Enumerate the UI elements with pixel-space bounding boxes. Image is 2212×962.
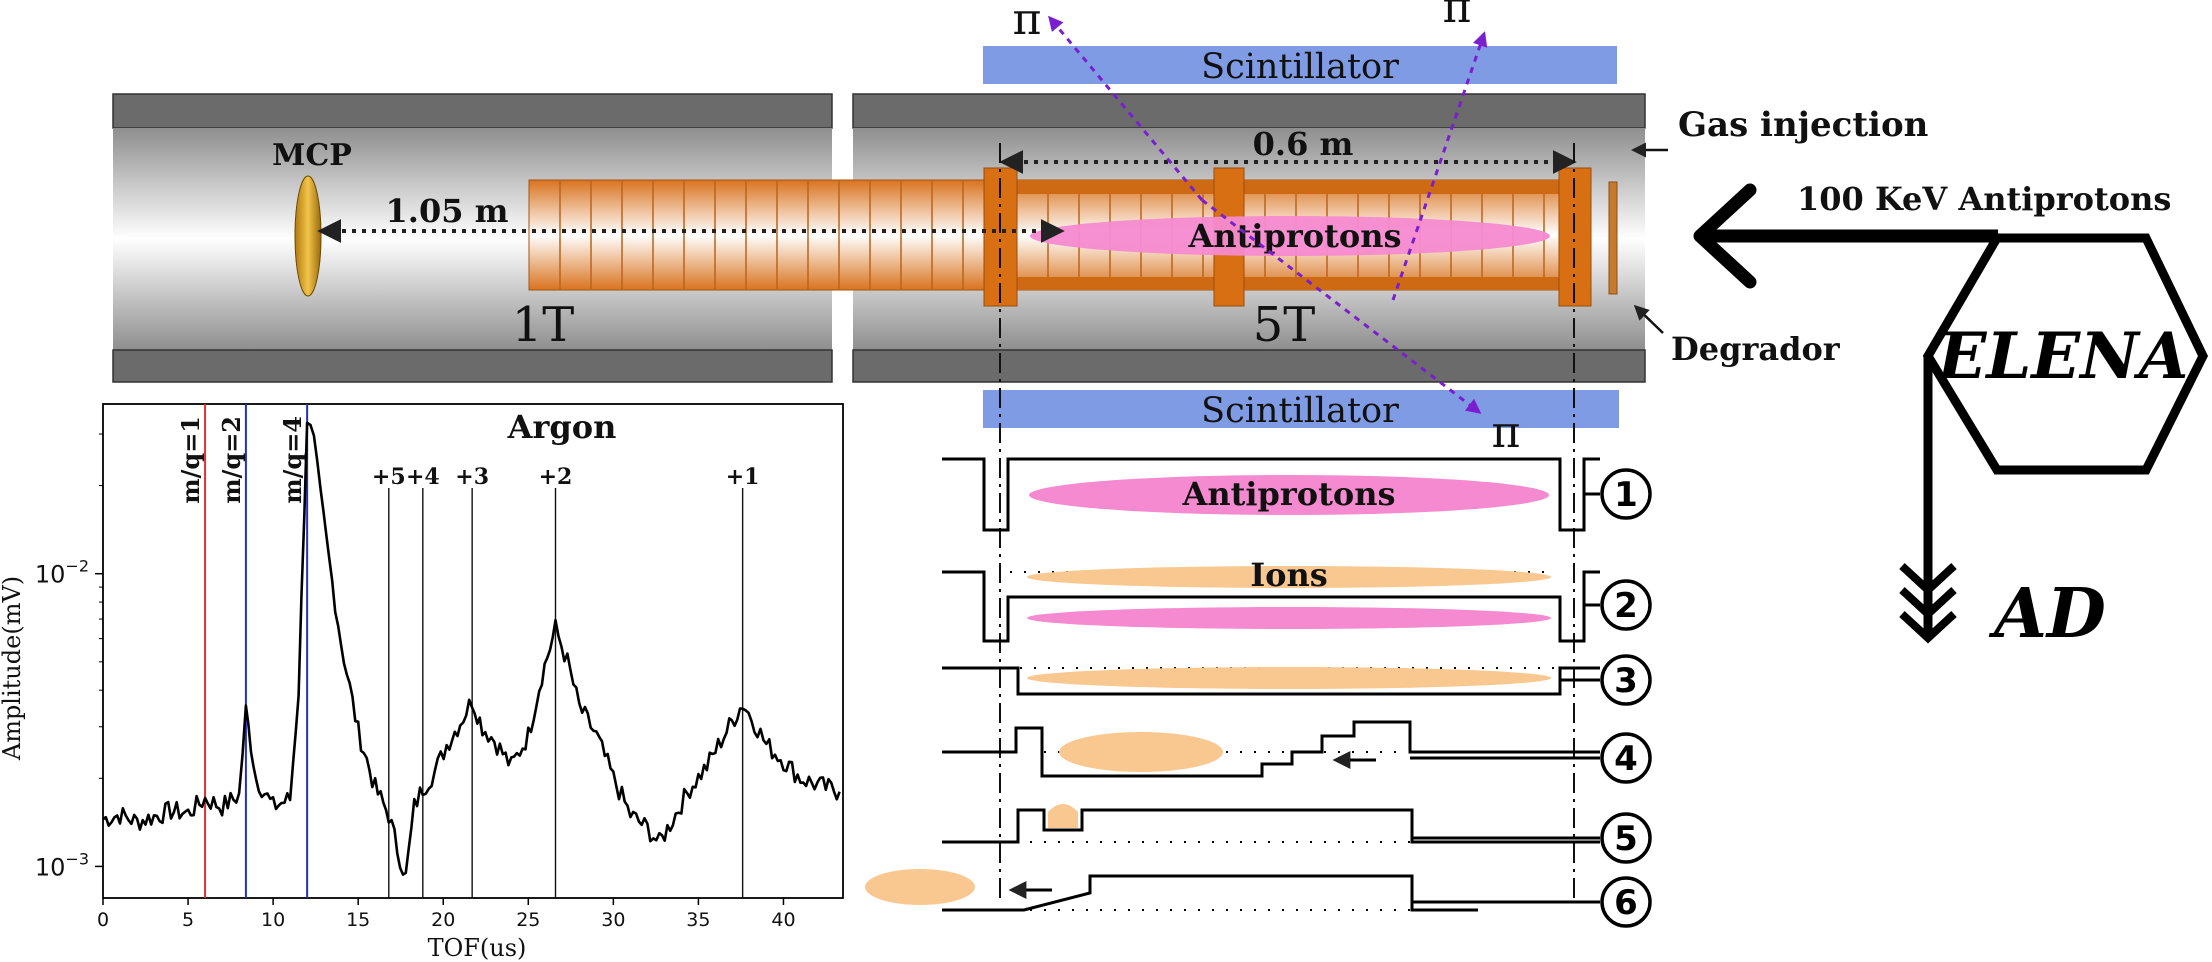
- degrador-foil: [1608, 181, 1618, 295]
- gas-injection-label: Gas injection: [1678, 105, 1928, 145]
- step-badge: [1600, 468, 1652, 520]
- step2-ion-cloud: [1027, 566, 1551, 588]
- x-tick-label: 10: [261, 909, 285, 931]
- scintillator-bottom-label: Scintillator: [1201, 391, 1399, 431]
- mcp-detector: [294, 175, 322, 297]
- step-badge: [1600, 876, 1652, 928]
- apparatus: Scintillator Scintillator Antiprotons MC…: [112, 0, 2209, 898]
- step-number: 6: [1614, 883, 1638, 923]
- distance-trap-label: 0.6 m: [1253, 125, 1354, 163]
- ad-label: AD: [1988, 574, 2106, 654]
- field-label-5t: 5T: [1253, 297, 1316, 353]
- plot-frame: [102, 403, 844, 899]
- step-badge: [1600, 654, 1652, 706]
- mass-marker-label: m/q=2: [217, 416, 246, 504]
- scintillator-top: [983, 46, 1617, 84]
- pion-label-1: π: [1013, 0, 1042, 45]
- x-tick-label: 15: [346, 909, 370, 931]
- ad-chevron-1: [1899, 563, 1957, 596]
- step6-ion-cloud: [865, 869, 975, 905]
- antiproton-cloud-trap: [1030, 216, 1550, 256]
- potential-step-6: [942, 874, 1478, 912]
- step4-ion-cloud: [1059, 732, 1223, 772]
- chart-ticks: 0 5 10 15 20 25 30 35 40 10−2 10−3: [35, 433, 796, 931]
- tube-right-wall-top: [852, 93, 1646, 129]
- tube-left-wall-top: [112, 93, 833, 129]
- mass-marker-label: m/q=4: [278, 416, 307, 504]
- pion-label-3: π: [1492, 407, 1521, 458]
- x-tick-label: 20: [431, 909, 455, 931]
- chart-reference-lines: m/q=1 m/q=2 m/q=4 +5 +4 +3 +2 +1: [176, 404, 760, 898]
- step-number: 3: [1614, 661, 1638, 701]
- ad-chevron-3: [1899, 611, 1957, 644]
- chart-title: Argon: [507, 408, 617, 446]
- charge-state-label: +2: [539, 464, 573, 490]
- chart-series: [102, 421, 841, 876]
- charge-state-label: +3: [455, 464, 489, 490]
- x-tick-label: 25: [516, 909, 540, 931]
- distance-flight-label: 1.05 m: [386, 192, 509, 230]
- beam-arrow-head: [1693, 183, 1757, 289]
- potential-step-5: [942, 808, 1600, 844]
- step3-ion-cloud: [1027, 667, 1551, 689]
- tof-chart: Argon TOF(us) Amplitude(mV) 0 5 10 15 20 25 30…: [0, 403, 844, 962]
- potential-step-4: [942, 720, 1600, 778]
- tube-right-wall-bottom: [852, 349, 1646, 383]
- electrode-flange-top: [1017, 180, 1583, 194]
- step-badge: [1600, 579, 1652, 631]
- mcp-label: MCP: [272, 138, 352, 173]
- x-axis-label: TOF(us): [428, 934, 527, 962]
- step-number: 1: [1614, 475, 1638, 515]
- electrode-flange-bottom: [1017, 277, 1583, 290]
- potential-step-3: [942, 666, 1600, 696]
- charge-state-label: +1: [726, 464, 760, 490]
- mass-marker-label: m/q=1: [176, 416, 205, 504]
- x-tick-label: 0: [97, 909, 109, 931]
- step2-antiproton-cloud: [1027, 607, 1551, 629]
- y-axis-label: Amplitude(mV): [0, 576, 26, 761]
- scintillator-bottom: [983, 390, 1619, 428]
- step2-ions-label: Ions: [1250, 556, 1328, 594]
- step-badge: [1600, 732, 1652, 784]
- beam-label: 100 KeV Antiprotons: [1797, 180, 2171, 218]
- elena-label: ELENA: [1936, 319, 2189, 394]
- y-tick-label: 10−3: [35, 849, 89, 881]
- charge-state-label: +5: [372, 464, 406, 490]
- step-badge: [1600, 812, 1652, 864]
- scintillator-top-label: Scintillator: [1201, 47, 1399, 87]
- step1-antiprotons-label: Antiprotons: [1181, 475, 1395, 513]
- step-badges: 1 2 3 4 5 6: [1600, 468, 1652, 928]
- step-number: 5: [1614, 819, 1638, 859]
- x-tick-label: 5: [182, 909, 194, 931]
- tof-trace: [102, 421, 841, 876]
- x-tick-label: 30: [601, 909, 625, 931]
- pion-track-1: [1048, 15, 1204, 201]
- x-tick-label: 35: [686, 909, 710, 931]
- potential-sequence: Antiprotons Ions: [865, 457, 1600, 912]
- pion-track-2: [1201, 198, 1482, 414]
- ad-chevron-2: [1899, 587, 1957, 620]
- step-number: 4: [1614, 739, 1638, 779]
- tube-left-wall-bottom: [112, 349, 833, 383]
- electrode-stack-transfer: [528, 179, 986, 291]
- pion-label-2: π: [1443, 0, 1472, 33]
- step-number: 2: [1614, 586, 1638, 626]
- field-label-1t: 1T: [512, 297, 575, 353]
- x-tick-label: 40: [771, 909, 795, 931]
- step5-ion-cloud: [1048, 804, 1078, 828]
- trap-antiprotons-label: Antiprotons: [1187, 217, 1401, 255]
- y-tick-label: 10−2: [35, 557, 89, 589]
- degrador-label: Degrador: [1671, 330, 1841, 368]
- degrador-arrow: [1633, 304, 1664, 334]
- charge-state-label: +4: [406, 464, 440, 490]
- step1-antiproton-cloud: [1029, 475, 1549, 515]
